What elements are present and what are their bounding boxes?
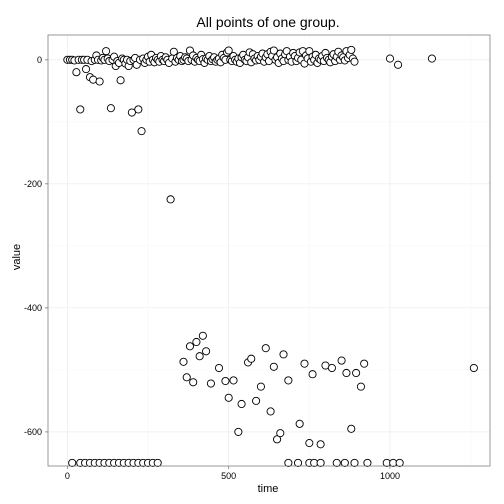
data-point (394, 60, 403, 69)
data-point (137, 127, 146, 136)
data-point (284, 376, 293, 385)
x-tick-label: 500 (221, 471, 236, 481)
data-point (279, 350, 288, 359)
data-point (82, 65, 91, 74)
data-point (347, 45, 356, 54)
x-axis-label: time (258, 483, 279, 495)
data-point (295, 419, 304, 428)
data-point (395, 458, 404, 467)
data-point (182, 373, 191, 382)
data-point (202, 347, 211, 356)
data-point (252, 396, 261, 405)
data-point (134, 105, 143, 114)
data-point (269, 362, 278, 371)
data-point (300, 359, 309, 368)
data-point (192, 337, 201, 347)
data-point (342, 368, 351, 378)
data-point (350, 458, 359, 467)
data-point (266, 407, 275, 416)
data-point (273, 435, 282, 444)
data-point (206, 379, 215, 388)
data-point (327, 363, 336, 373)
data-points (63, 45, 478, 467)
data-point (166, 195, 175, 204)
chart-title: All points of one group. (196, 14, 339, 30)
data-point (68, 458, 77, 467)
data-point (332, 458, 341, 467)
data-point (169, 47, 178, 56)
data-point (247, 354, 256, 363)
data-point (224, 46, 233, 55)
data-point (293, 458, 303, 467)
data-point (340, 458, 349, 467)
data-point (347, 424, 356, 433)
axis-ticks: 0 500 1000 0 -200 -400 -600 (24, 55, 400, 481)
grid-lines (48, 35, 490, 466)
data-point (352, 368, 361, 378)
data-point (261, 344, 270, 353)
data-point (356, 382, 365, 391)
data-point (221, 376, 230, 386)
data-point (195, 352, 204, 361)
data-point (106, 104, 115, 113)
data-point (95, 77, 104, 86)
data-point (116, 76, 125, 85)
y-axis-label: value (11, 244, 23, 270)
data-point (224, 393, 233, 402)
data-point (305, 439, 314, 448)
y-tick-label: -200 (24, 179, 42, 189)
x-tick-label: 1000 (380, 471, 400, 481)
data-point (179, 357, 188, 366)
data-point (102, 47, 111, 56)
data-point (189, 378, 198, 387)
data-point (360, 359, 369, 368)
data-point (427, 54, 436, 63)
data-point (284, 458, 293, 467)
data-point (256, 382, 265, 391)
data-point (237, 399, 246, 409)
data-point (72, 68, 81, 77)
data-point (276, 429, 285, 438)
data-point (308, 370, 317, 379)
y-tick-label: -400 (24, 303, 42, 313)
x-tick-label: 0 (65, 471, 70, 481)
data-point (363, 458, 372, 467)
plot-panel-border (47, 34, 491, 467)
data-point (269, 46, 278, 55)
data-point (76, 105, 85, 114)
y-tick-label: 0 (37, 55, 42, 65)
data-point (198, 331, 207, 340)
data-point (316, 440, 325, 449)
data-point (350, 57, 359, 66)
data-point (316, 458, 325, 467)
data-point (385, 54, 395, 63)
data-point (127, 108, 136, 117)
data-point (185, 342, 195, 351)
y-tick-label: -600 (24, 427, 42, 437)
data-point (234, 427, 243, 436)
data-point (214, 363, 224, 373)
data-point (469, 363, 478, 373)
data-point (229, 376, 238, 385)
data-point (337, 356, 346, 365)
data-point (153, 458, 162, 467)
